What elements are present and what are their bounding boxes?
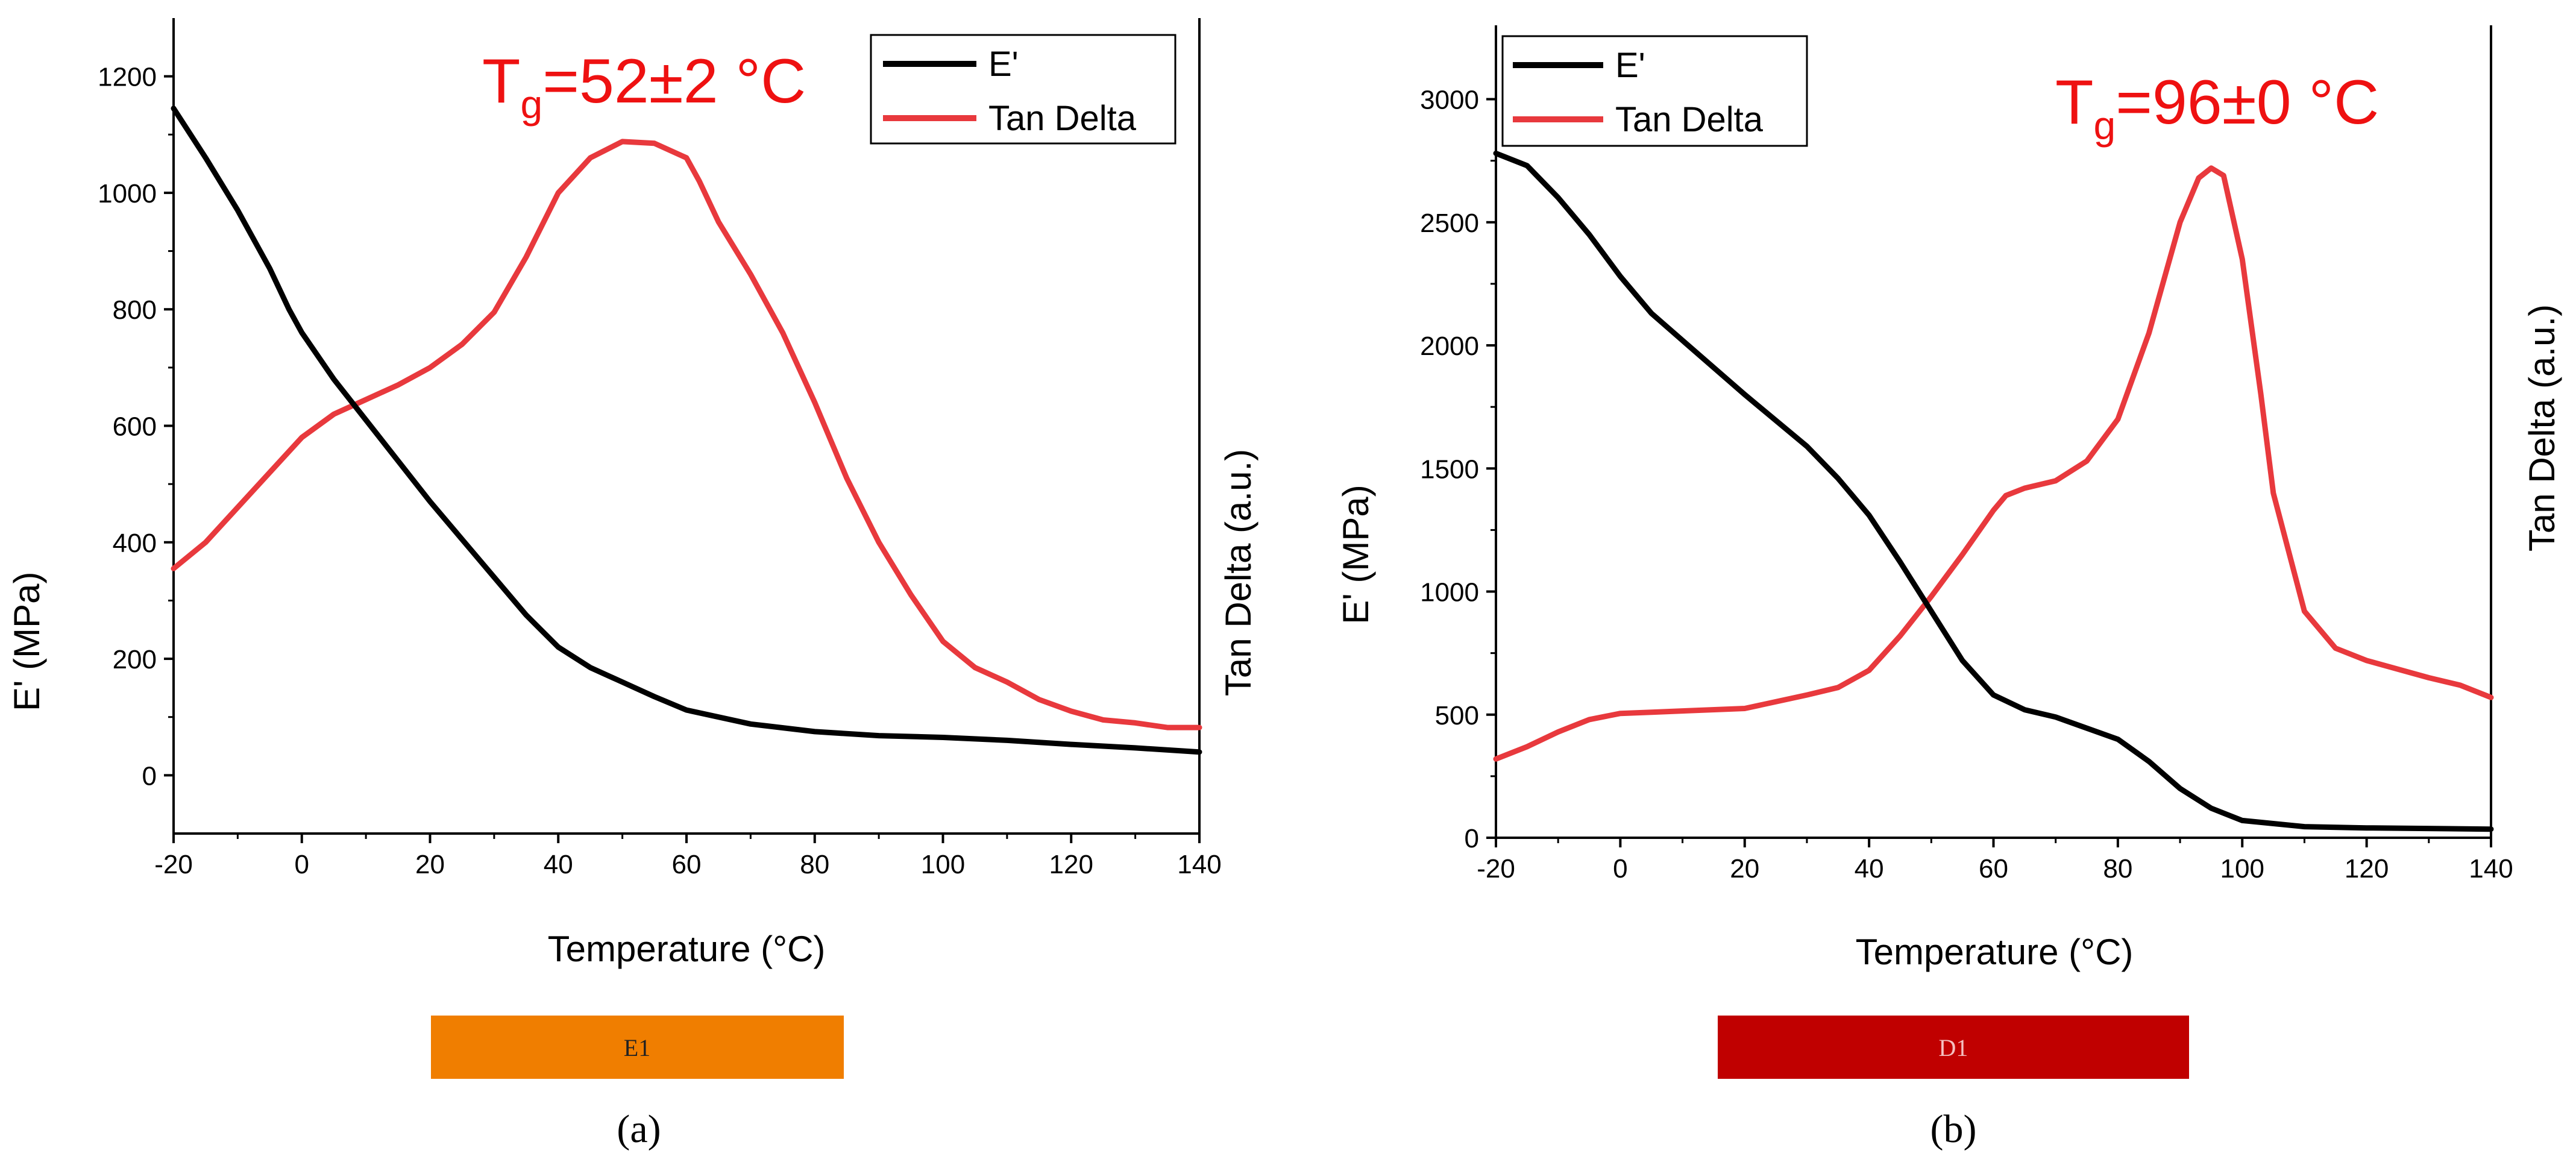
panel-b-x-tick-label: 140 [2469, 854, 2513, 884]
panel-b-xlabel: Temperature (°C) [1856, 932, 2134, 972]
panel-a-y-tick-label: 0 [142, 761, 157, 791]
panel-a-plot-area: -20 0 20 40 60 80 100 120 140 0 200 400 600 800 1000 12… [98, 18, 1222, 879]
panel-a-y-tick-label: 1000 [98, 179, 157, 209]
panel-a-sample-bar [431, 1016, 844, 1079]
panel-b-series-tan-delta [1493, 165, 2494, 762]
panel-a-x-tick-label: 0 [295, 850, 309, 879]
panel-a-series-storage-modulus [171, 105, 1202, 755]
panel-a-legend-label-tan: Tan Delta [988, 99, 1137, 138]
panel-a-tg-value: =52±2 °C [542, 46, 806, 116]
panel-a-sample-label: E1 [624, 1034, 650, 1061]
panel-b-caption: (b) [1930, 1107, 1977, 1151]
panel-b-y-tick-label: 3000 [1420, 86, 1479, 115]
panel-a-x-tick-label: -20 [154, 850, 193, 879]
panel-a-y-tick-label: 1200 [98, 63, 157, 92]
panel-a-xlabel: Temperature (°C) [548, 929, 826, 969]
panel-a-legend-label-storage: E' [988, 45, 1019, 84]
panel-a-x-tick-label: 80 [800, 850, 829, 879]
panel-b-plot-area: -20 0 20 40 60 80 100 120 1400500100015002000250… [1420, 25, 2513, 884]
panel-b-tg-annotation: Tg=96±0 °C [2055, 68, 2379, 148]
panel-a: -20 0 20 40 60 80 100 120 140 0 200 400 600 800 1000 12… [7, 18, 1258, 1151]
panel-b-y2label: Tan Delta (a.u.) [2522, 304, 2562, 551]
panel-b-y-tick-label: 0 [1465, 824, 1479, 853]
panel-b-legend-box [1501, 35, 1808, 147]
panel-a-y-tick-label: 400 [113, 529, 157, 558]
panel-a-x-tick-label: 60 [672, 850, 702, 879]
panel-b-tg-subscript: g [2094, 103, 2116, 148]
panel-a-x-tick-label: 100 [921, 850, 965, 879]
panel-b-x-tick-label: 0 [1613, 854, 1627, 884]
panel-a-y2label: Tan Delta (a.u.) [1218, 449, 1258, 696]
panel-b-x-tick-label: -20 [1477, 854, 1515, 884]
panel-a-ylabel: E' (MPa) [7, 572, 47, 711]
panel-b-sample-bar [1718, 1016, 2189, 1079]
panel-a-tg-subscript: g [521, 82, 543, 127]
panel-a-y-tick-label: 200 [113, 645, 157, 674]
panel-a-x-tick-label: 40 [544, 850, 573, 879]
panel-b-y-tick-label: 500 [1435, 701, 1479, 730]
panel-a-x-tick-label: 120 [1049, 850, 1093, 879]
panel-a-y-tick-label: 600 [113, 412, 157, 442]
panel-a-y-tick-label: 800 [113, 295, 157, 325]
panel-a-series-tan-delta [171, 139, 1202, 730]
panel-b-legend-label-storage: E' [1615, 46, 1645, 85]
panel-b-legend-label-tan: Tan Delta [1615, 100, 1764, 139]
panel-b-y-tick-label: 2500 [1420, 209, 1479, 238]
panel-b-series-storage-modulus [1493, 150, 2494, 832]
panel-b-x-tick-label: 120 [2345, 854, 2389, 884]
panel-b-x-tick-label: 20 [1730, 854, 1759, 884]
panel-b-tg-value: =96±0 °C [2116, 68, 2379, 137]
panel-a-legend-box [870, 34, 1176, 145]
panel-b: -20 0 20 40 60 80 100 120 1400500100015002000250… [1336, 25, 2562, 1151]
panel-b-x-tick-label: 100 [2220, 854, 2264, 884]
panel-b-tg-symbol: T [2055, 68, 2094, 137]
panel-a-x-tick-label: 20 [415, 850, 445, 879]
panel-b-x-tick-label: 60 [1979, 854, 2008, 884]
panel-a-tg-annotation: Tg=52±2 °C [482, 46, 806, 127]
panel-b-sample-label: D1 [1939, 1034, 1968, 1061]
panel-a-x-tick-label: 140 [1177, 850, 1221, 879]
panel-b-y-tick-label: 2000 [1420, 331, 1479, 361]
panel-b-x-tick-label: 80 [2103, 854, 2132, 884]
panel-b-ylabel: E' (MPa) [1336, 485, 1376, 624]
panel-b-y-tick-label: 1000 [1420, 578, 1479, 608]
panel-b-x-tick-label: 40 [1855, 854, 1884, 884]
panel-a-tg-symbol: T [482, 46, 521, 116]
panel-b-legend: E' Tan Delta [1501, 35, 1808, 147]
panel-a-legend: E' Tan Delta [870, 34, 1176, 145]
panel-a-caption: (a) [617, 1107, 661, 1151]
panel-b-y-tick-label: 1500 [1420, 454, 1479, 484]
